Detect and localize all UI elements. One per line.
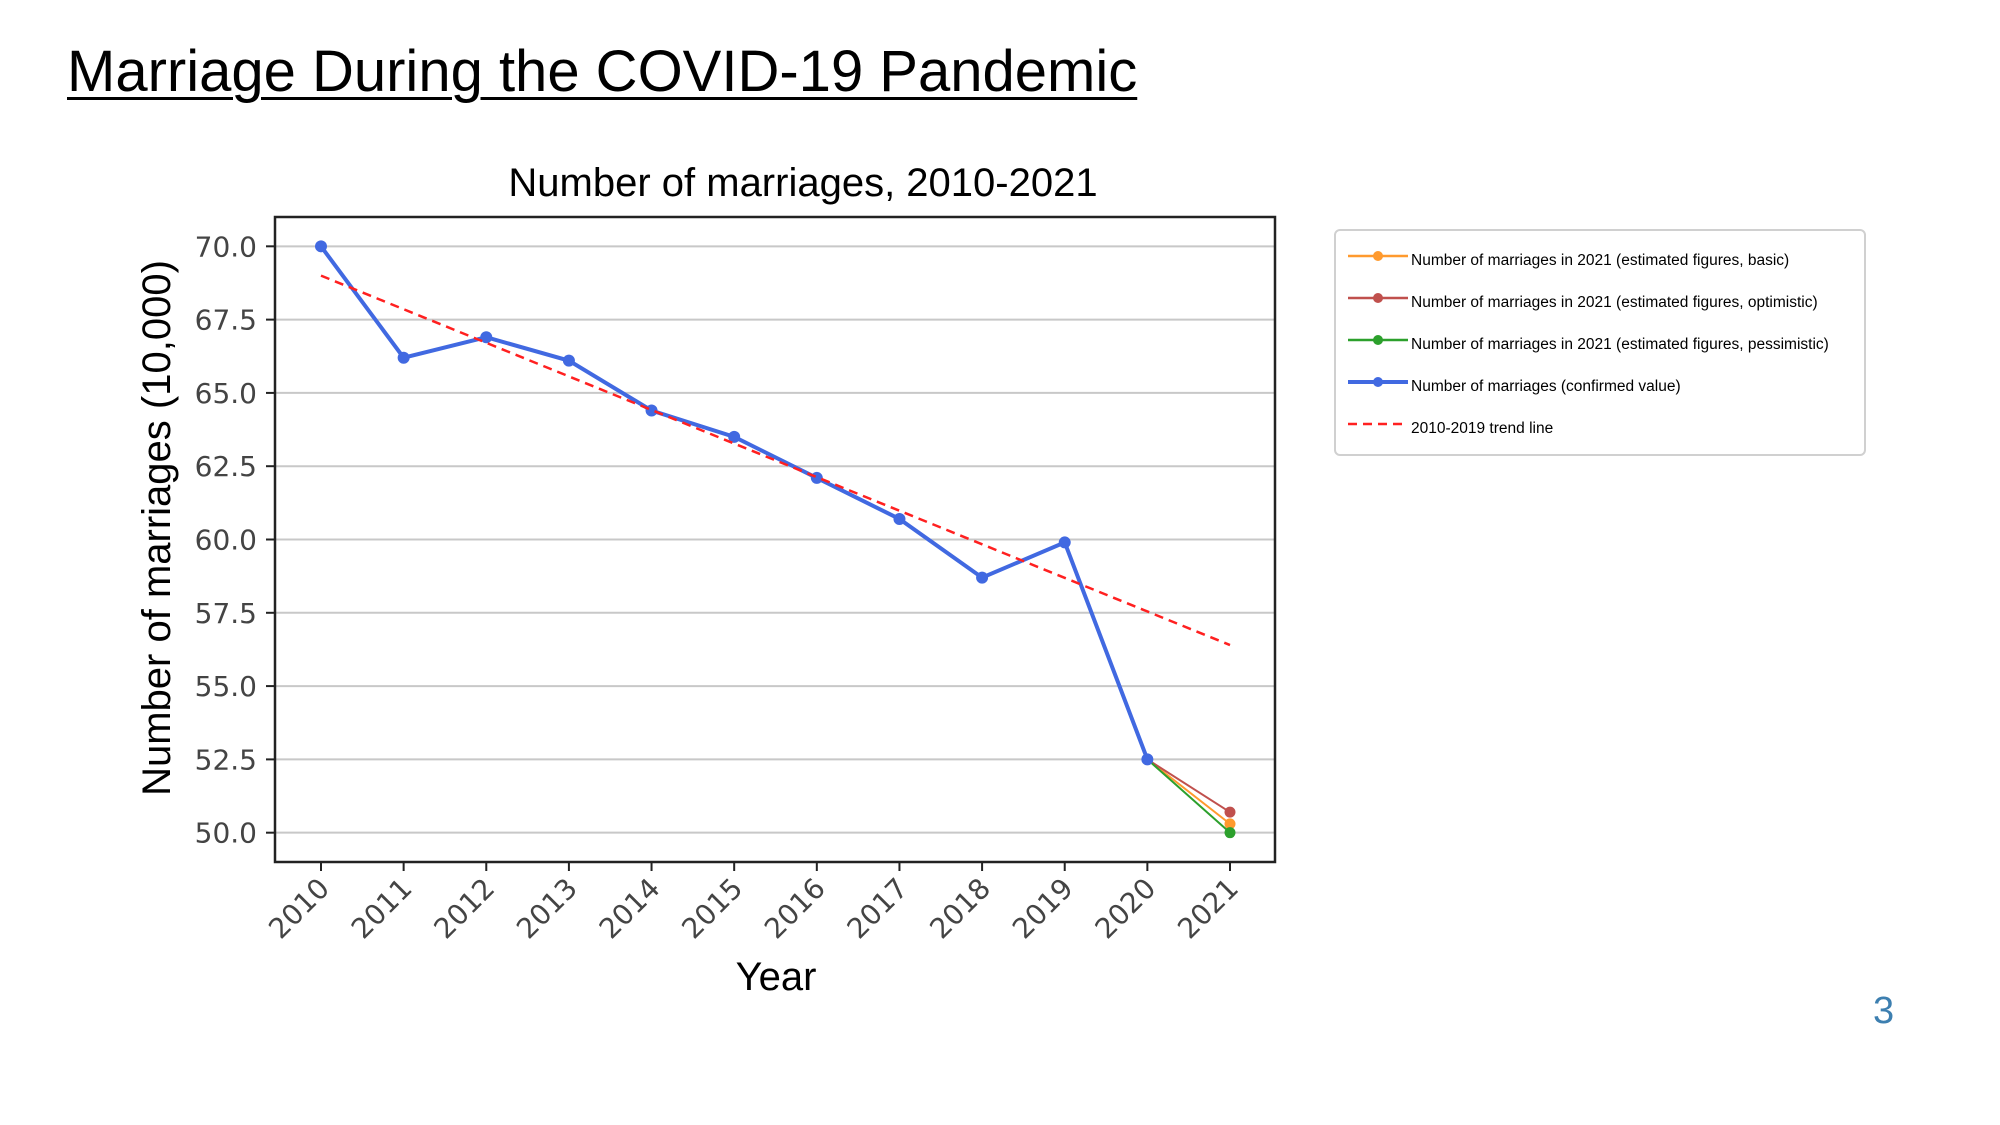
legend-marker [1373,293,1383,303]
series-line [1146,758,1231,825]
slide-title: Marriage During the COVID-19 Pandemic [67,39,1138,104]
legend-item: Number of marriages in 2021 (estimated f… [1348,251,1789,269]
series-line [1146,758,1231,834]
series-line [319,245,1150,761]
x-tick-label: 2016 [758,872,832,946]
legend-label: Number of marriages (confirmed value) [1411,378,1681,395]
y-axis-ticks: 50.0 52.5 55.0 57.5 60.0 62.5 65.0 67.5 70.0 [195,230,275,850]
y-tick-label: 70.0 [195,230,257,263]
x-axis-ticks: 2010 2011 2012 2013 2014 2015 2016 2017 2018 2019… [262,862,1245,945]
legend-item: 2010-2019 trend line [1348,420,1553,437]
x-tick-label: 2012 [427,872,501,946]
x-tick-label: 2010 [262,872,336,946]
y-tick-label: 50.0 [195,817,257,850]
legend-label: Number of marriages in 2021 (estimated f… [1411,252,1789,269]
x-tick-label: 2017 [841,872,915,946]
legend-item: Number of marriages in 2021 (estimated f… [1348,293,1818,311]
series-layer [315,240,1236,839]
data-point [562,354,575,367]
x-tick-label: 2011 [345,872,419,946]
grid-lines [275,245,1275,834]
series-line [320,274,1231,647]
legend-label: Number of marriages in 2021 (estimated f… [1411,294,1818,311]
y-axis-label: Number of marriages (10,000) [135,260,179,796]
legend-frame [1334,229,1866,456]
x-tick-label: 2015 [675,872,749,946]
legend-marker [1373,377,1383,387]
legend-label: 2010-2019 trend line [1411,420,1553,437]
y-tick-label: 52.5 [195,743,257,776]
data-point [397,351,410,364]
y-tick-label: 67.5 [195,304,257,337]
legend: Number of marriages in 2021 (estimated f… [1334,229,1866,456]
series-3 [315,240,1154,766]
data-point [1224,806,1236,818]
data-point [480,331,493,344]
x-tick-label: 2020 [1089,872,1163,946]
legend-label: Number of marriages in 2021 (estimated f… [1411,336,1829,353]
y-tick-label: 55.0 [195,670,257,703]
x-tick-label: 2019 [1006,872,1080,946]
data-point [893,512,906,525]
data-point [976,571,989,584]
legend-item: Number of marriages in 2021 (estimated f… [1348,335,1829,353]
data-point [728,430,741,443]
x-tick-label: 2014 [593,872,667,946]
legend-marker [1373,251,1383,261]
y-tick-label: 62.5 [195,450,257,483]
data-point [1224,827,1236,839]
data-point [810,471,823,484]
y-tick-label: 57.5 [195,597,257,630]
page-number: 3 [1873,990,1895,1032]
chart-title: Number of marriages, 2010-2021 [508,161,1097,205]
legend-marker [1373,335,1383,345]
series-2 [1146,758,1236,839]
legend-item: Number of marriages (confirmed value) [1348,377,1681,395]
x-tick-label: 2021 [1171,872,1245,946]
data-point [1224,818,1236,830]
series-1 [1146,758,1236,818]
y-tick-label: 65.0 [195,377,257,410]
data-point [315,240,327,253]
series-line [1146,758,1231,814]
y-tick-label: 60.0 [195,524,257,557]
x-tick-label: 2018 [923,872,997,946]
x-axis-label: Year [736,955,817,999]
data-point [1141,753,1154,766]
data-point [1058,536,1071,549]
x-tick-label: 2013 [510,872,584,946]
series-4 [320,274,1231,647]
series-0 [1146,758,1236,830]
